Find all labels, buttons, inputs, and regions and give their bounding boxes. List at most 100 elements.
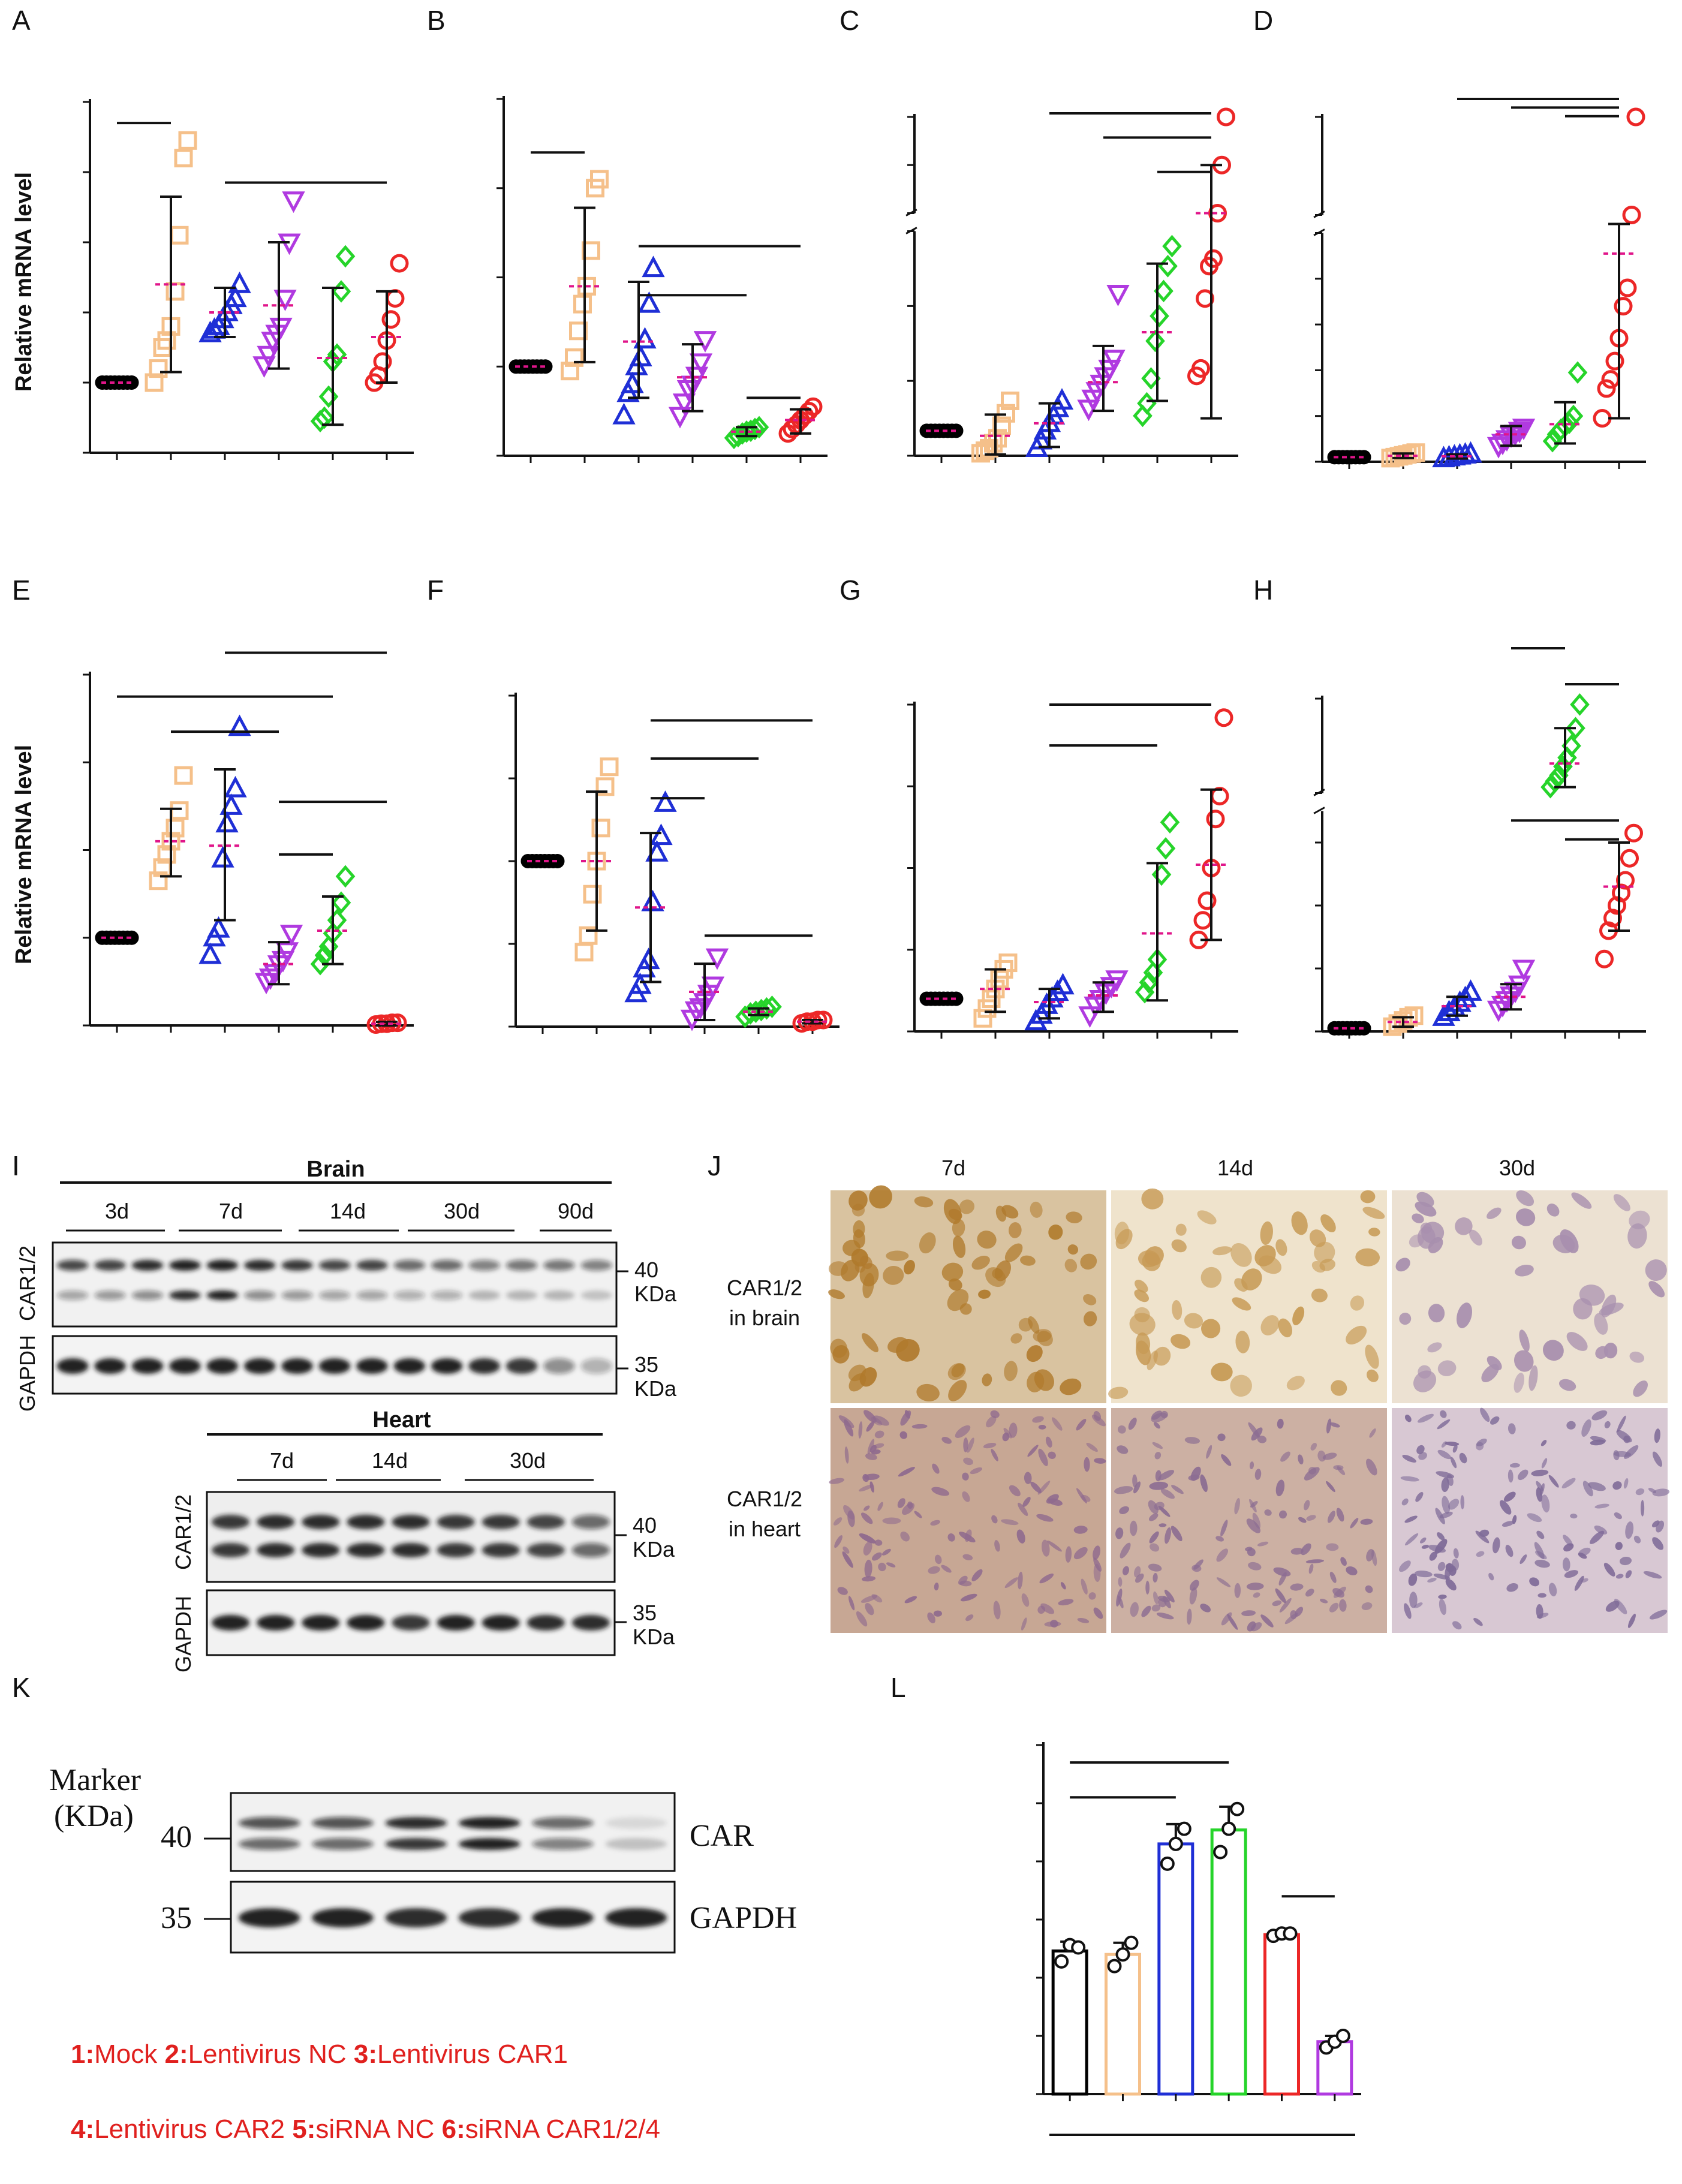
data-point	[166, 819, 185, 838]
data-point	[591, 819, 610, 838]
ihc-cell	[1148, 1513, 1159, 1521]
data-point	[1162, 234, 1182, 258]
ihc-cell	[1216, 1577, 1231, 1587]
data-point	[1448, 990, 1472, 1012]
data-point	[1050, 388, 1074, 410]
ihc-cell	[1254, 1469, 1262, 1480]
ihc-cell	[1371, 1550, 1377, 1566]
ihc-cell	[1221, 1612, 1232, 1626]
panel-label-B: B	[427, 5, 446, 36]
data-point	[228, 271, 251, 293]
data-point	[1563, 404, 1584, 428]
chart-viral-load-bar	[1036, 1742, 1361, 2136]
panel-label-E: E	[12, 574, 31, 606]
ihc-cell	[1295, 1607, 1304, 1617]
ihc-cell	[1365, 1344, 1379, 1369]
ihc-cell	[1578, 1547, 1591, 1557]
ihc-cell	[1440, 1410, 1447, 1418]
ihc-cell	[1560, 1229, 1579, 1253]
ihc-cell	[1280, 1451, 1290, 1462]
ihc-cell	[1305, 1589, 1314, 1597]
ihc-cell	[1536, 1481, 1543, 1492]
ihc-cell	[1304, 1467, 1320, 1481]
data-point	[1124, 1935, 1139, 1950]
ihc-cell	[1141, 1605, 1151, 1617]
ihc-cell	[1519, 1554, 1527, 1565]
ihc-cell	[1503, 1491, 1516, 1502]
ihc-cell	[1045, 1436, 1052, 1448]
panel-label-L: L	[890, 1672, 906, 1703]
ihc-cell	[1595, 1346, 1609, 1359]
data-point	[310, 410, 330, 433]
data-point	[1156, 837, 1176, 860]
ihc-cell	[1574, 1575, 1584, 1591]
ihc-cell	[860, 1512, 873, 1524]
ihc-cell	[860, 1595, 878, 1603]
ihc-cell	[1184, 1313, 1203, 1329]
ihc-cell	[952, 1235, 966, 1258]
ihc-cell	[1136, 1340, 1151, 1365]
data-point	[282, 191, 305, 213]
ihc-cell	[934, 1554, 942, 1565]
blot-band	[347, 1615, 385, 1631]
blot-band	[347, 1543, 385, 1557]
ihc-cell	[1415, 1201, 1437, 1217]
ihc-cell	[1617, 1415, 1626, 1433]
chart-car4-heart	[1313, 98, 1646, 469]
ihc-cell	[1220, 1520, 1228, 1537]
blot-band	[505, 1290, 538, 1300]
blot-band	[238, 1838, 300, 1850]
ihc-cell	[994, 1540, 1000, 1552]
k-key-3-num: 3:	[354, 2039, 377, 2069]
k-key-5-num: 5:	[292, 2114, 315, 2144]
ihc-cell	[900, 1531, 910, 1542]
blot-band	[543, 1290, 575, 1300]
ihc-cell	[1120, 1542, 1131, 1559]
ihc-cell	[1326, 1481, 1335, 1493]
ihc-cell	[856, 1611, 868, 1627]
ihc-cell	[851, 1204, 865, 1217]
ihc-cell	[862, 1333, 878, 1353]
ihc-cell	[1027, 1371, 1045, 1392]
data-point	[1035, 992, 1058, 1014]
ihc-cell	[1115, 1527, 1124, 1539]
ihc-cell	[1536, 1613, 1549, 1619]
ihc-cell	[1582, 1481, 1593, 1497]
data-point	[1105, 970, 1129, 992]
ihc-cell	[1515, 1264, 1534, 1277]
ihc-cell	[1216, 1548, 1229, 1562]
ihc-cell	[841, 1259, 860, 1281]
data-point	[654, 790, 677, 812]
ihc-cell	[860, 1255, 872, 1270]
marker-label: Marker	[49, 1763, 141, 1797]
data-point	[1491, 434, 1515, 456]
ihc-row2-line1: CAR1/2	[727, 1487, 802, 1511]
ihc-cell	[1197, 1210, 1217, 1225]
blot-band	[605, 1817, 667, 1829]
ihc-cell	[858, 1421, 863, 1439]
data-point	[538, 359, 553, 374]
ihc-cell	[1648, 1281, 1665, 1298]
data-point	[612, 402, 636, 425]
ihc-cell	[1448, 1499, 1460, 1510]
data-point	[1168, 1836, 1183, 1851]
blot-band	[482, 1515, 520, 1529]
ihc-cell	[1473, 1618, 1483, 1626]
data-point	[174, 766, 193, 785]
data-point	[1540, 775, 1560, 799]
ihc-cell	[958, 1575, 968, 1585]
blot-band	[56, 1260, 89, 1271]
ihc-cell	[1149, 1531, 1159, 1544]
data-point	[386, 289, 405, 308]
blot-band	[312, 1838, 374, 1850]
ihc-cell	[828, 1289, 845, 1299]
blot-heart-car-label: CAR1/2	[171, 1494, 195, 1570]
ihc-cell	[1627, 1223, 1647, 1249]
ihc-cell	[1251, 1427, 1263, 1441]
ihc-cell	[1451, 1559, 1460, 1571]
data-point	[1459, 441, 1482, 463]
ihc-cell	[1042, 1539, 1050, 1557]
chart-car3-heart	[905, 107, 1238, 463]
ihc-cell	[1437, 1532, 1445, 1541]
